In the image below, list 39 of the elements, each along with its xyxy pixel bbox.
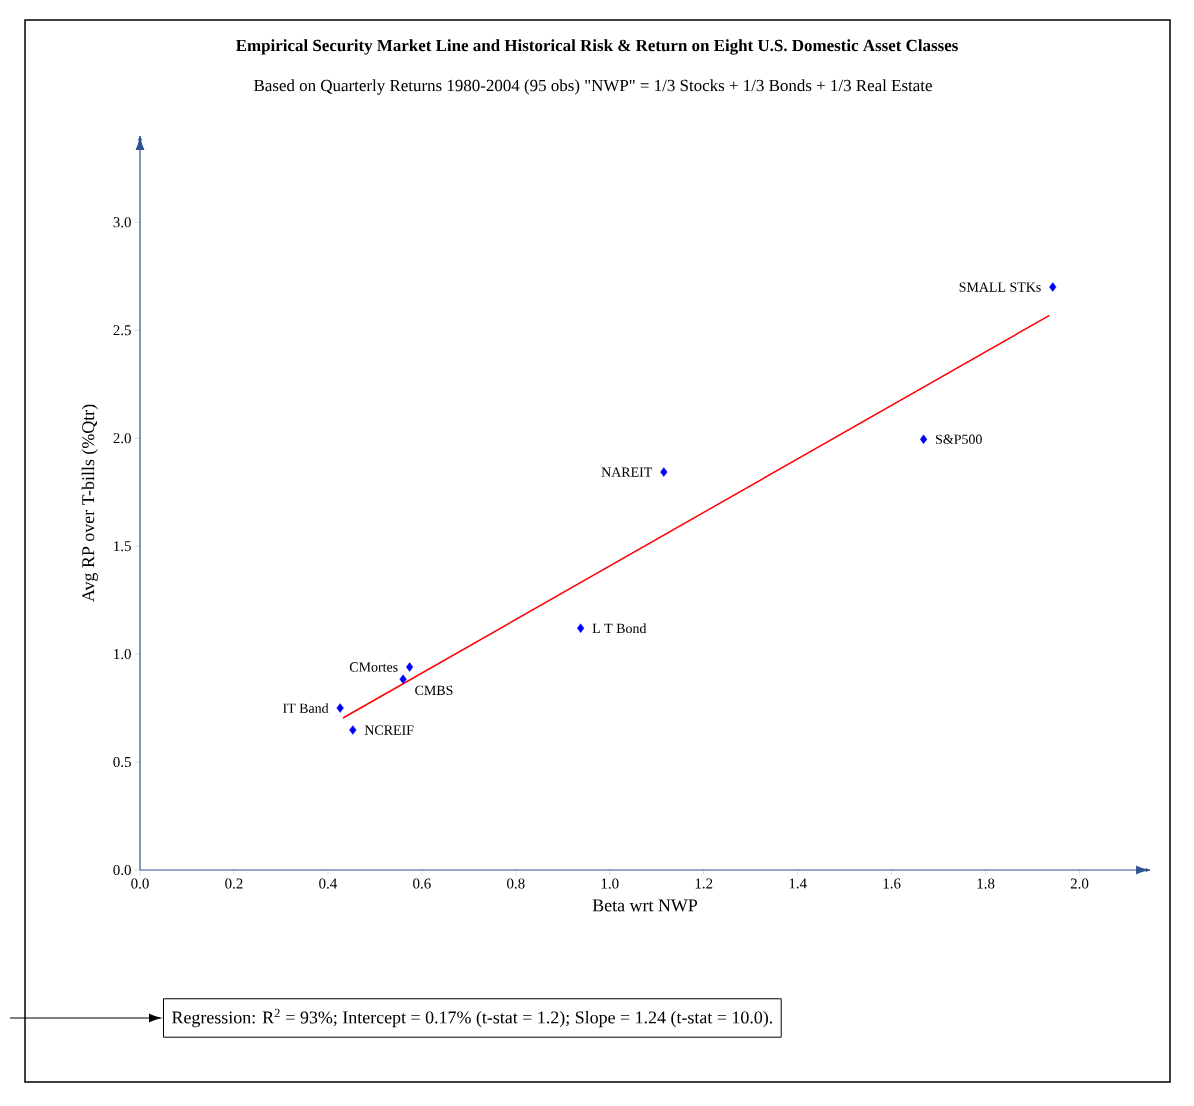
y-tick-label: 3.0 xyxy=(113,217,131,228)
x-tick-label: 0.4 xyxy=(319,878,338,889)
point xyxy=(920,434,928,444)
x-tick-label: 0.2 xyxy=(225,878,243,889)
x-axis-title: Beta wrt NWP xyxy=(592,899,698,912)
point xyxy=(406,662,414,672)
y-tick-label: 1.5 xyxy=(114,541,131,552)
x-tick-label: 1.6 xyxy=(883,878,901,889)
point xyxy=(1049,282,1057,292)
y-tick-label: 0.5 xyxy=(113,756,131,768)
point xyxy=(660,467,668,477)
annotation: SMALL STKs xyxy=(959,282,1041,292)
x-tick-label: 0.6 xyxy=(413,878,431,889)
y-axis-title: Avg RP over T-bills (%Qtr) xyxy=(81,404,98,602)
x-tick-label: 0.8 xyxy=(507,878,525,889)
y-tick-label: 2.0 xyxy=(113,433,131,444)
x-tick-label: 1.8 xyxy=(977,878,995,889)
x-tick-label: 1.4 xyxy=(789,878,807,889)
point xyxy=(399,674,407,684)
y-tick-label: 2.5 xyxy=(113,325,131,336)
chart-title: Empirical Security Market Line and Historical Risk & Return on Eight U.S. Domestic Asset Classes xyxy=(236,39,958,55)
y-tick-label: 1.0 xyxy=(114,649,131,660)
annotation: CMortes xyxy=(349,662,398,672)
point xyxy=(336,703,344,713)
chart-subtitle: Based on Quarterly Returns 1980-2004 (95 obs) "NWP" = 1/3 Stocks + 1/3 Bonds + 1/3 Real Estate xyxy=(254,79,932,95)
point xyxy=(349,725,357,735)
annotation: CMBS xyxy=(415,685,453,696)
point xyxy=(577,623,585,633)
annotation: S&P500 xyxy=(936,434,982,445)
annotation: L T Bond xyxy=(592,623,647,634)
x-tick-label: 1.2 xyxy=(695,878,713,889)
x-tick-label: 2.0 xyxy=(1070,878,1089,889)
x-tick-label: 0.0 xyxy=(131,878,149,889)
x-tick-label: 1.0 xyxy=(601,878,619,889)
annotation: NCREIF xyxy=(364,725,414,735)
y-tick-label: 0.0 xyxy=(113,864,131,876)
text: Regression: R$^{2}$ = 93%; Intercept = 0.17% (t-stat = 1.2); Slope = 1.24 (t-stat = 10.0). xyxy=(172,1008,773,1028)
annotation: NAREIT xyxy=(601,467,653,477)
annotation: IT Band xyxy=(283,703,329,713)
